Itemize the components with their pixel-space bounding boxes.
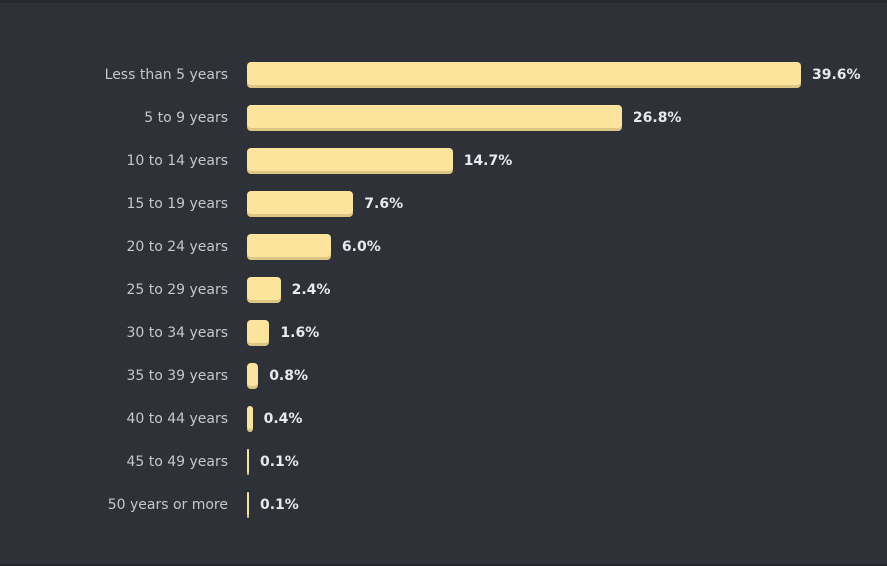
bar-row: 25 to 29 years 2.4% [0,268,887,311]
bar-row: 5 to 9 years 26.8% [0,96,887,139]
bar-area: 0.1% [247,491,299,518]
category-label: 45 to 49 years [126,453,228,470]
bar [247,362,259,389]
bar-area: 0.4% [247,405,303,432]
category-label: 40 to 44 years [126,410,228,427]
bar [247,405,253,432]
value-label: 14.7% [463,152,513,169]
category-label: 20 to 24 years [126,238,228,255]
bar [247,190,354,217]
bar-area: 39.6% [247,61,861,88]
value-label: 26.8% [632,109,682,126]
category-label: 15 to 19 years [126,195,228,212]
category-label: 25 to 29 years [126,281,228,298]
value-label: 0.1% [260,453,299,470]
bar-row: Less than 5 years 39.6% [0,53,887,96]
bar-row: 30 to 34 years 1.6% [0,311,887,354]
category-label: 5 to 9 years [144,109,228,126]
category-label: 50 years or more [107,496,228,513]
bar [247,276,281,303]
bar-area: 7.6% [247,190,404,217]
bar-area: 14.7% [247,147,513,174]
bar-area: 0.8% [247,362,309,389]
bar [247,61,801,88]
bar [247,448,249,475]
bar-row: 15 to 19 years 7.6% [0,182,887,225]
bar-area: 2.4% [247,276,331,303]
category-label: 35 to 39 years [126,367,228,384]
bar [247,104,622,131]
value-label: 39.6% [812,66,861,83]
bar [247,147,453,174]
value-label: 1.6% [280,324,320,341]
category-label: 10 to 14 years [126,152,228,169]
bar-row: 20 to 24 years 6.0% [0,225,887,268]
bar-row: 10 to 14 years 14.7% [0,139,887,182]
value-label: 7.6% [364,195,404,212]
bar-row: 45 to 49 years 0.1% [0,440,887,483]
value-label: 6.0% [341,238,381,255]
window-bottom-edge [0,564,887,566]
bar-chart: Less than 5 years 39.6% 5 to 9 years 26.… [0,53,887,526]
category-label: 30 to 34 years [126,324,228,341]
value-label: 0.8% [269,367,309,384]
value-label: 0.4% [263,410,303,427]
bar [247,319,270,346]
bar-row: 35 to 39 years 0.8% [0,354,887,397]
bar-area: 26.8% [247,104,682,131]
bar [247,491,249,518]
value-label: 2.4% [291,281,331,298]
bar-area: 1.6% [247,319,320,346]
bar [247,233,331,260]
bar-area: 0.1% [247,448,299,475]
window-top-edge [0,0,887,3]
bar-row: 40 to 44 years 0.4% [0,397,887,440]
category-label: Less than 5 years [104,66,228,83]
value-label: 0.1% [260,496,299,513]
bar-area: 6.0% [247,233,381,260]
bar-row: 50 years or more 0.1% [0,483,887,526]
